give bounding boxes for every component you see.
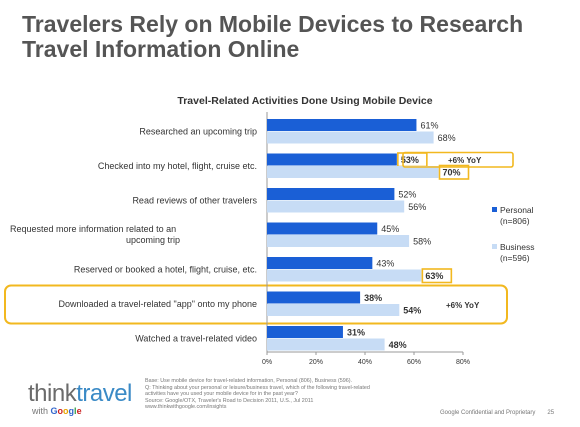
label-highlight-box [421, 268, 453, 284]
legend-label: (n=596) [500, 253, 530, 263]
slide-title: Travelers Rely on Mobile Devices to Rese… [22, 11, 524, 62]
highlight-frame [4, 284, 508, 325]
value-label: 45% [381, 224, 399, 234]
legend-swatch [492, 207, 497, 212]
bar-business [267, 235, 410, 247]
thinktravel-logo: thinktravel with Google [28, 380, 132, 416]
source-line: Base: Use mobile device for travel-relat… [145, 378, 353, 384]
x-tick-label: 80% [456, 359, 470, 366]
value-label: 56% [408, 202, 426, 212]
bar-business [267, 200, 405, 213]
bar-personal [267, 188, 395, 200]
legend-label: Business [500, 242, 535, 252]
page-number: 25 [547, 410, 555, 416]
x-tick-label: 40% [358, 359, 372, 366]
bar-business [267, 269, 422, 282]
source-line: www.thinkwithgoogle.com/insights [145, 404, 227, 411]
value-label: 54% [403, 306, 421, 316]
legend-swatch [492, 244, 497, 249]
logo-google: Google [50, 406, 82, 416]
category-label: Researched an upcoming trip [139, 127, 257, 137]
category-label: Checked into my hotel, flight, cruise et… [98, 161, 257, 171]
x-tick-label: 0% [262, 359, 272, 366]
x-tick-label: 60% [407, 359, 421, 366]
bar-personal [267, 291, 361, 304]
logo-travel: travel [76, 380, 132, 407]
value-label: 58% [413, 237, 431, 247]
category-label: Read reviews of other travelers [132, 196, 257, 206]
value-label: 31% [347, 328, 365, 338]
source-line: activities have you used your mobile dev… [145, 391, 298, 398]
bar-business [267, 304, 400, 316]
logo-with-google: with Google [32, 406, 82, 416]
value-label: 63% [425, 271, 443, 281]
value-label: 38% [364, 293, 382, 303]
bar-business [267, 166, 439, 178]
label-highlight-box [438, 164, 470, 180]
legend-label: (n=806) [500, 216, 530, 226]
value-label: 52% [398, 190, 416, 200]
source-line: Source: Google/OTX, Traveler's Road to D… [145, 397, 314, 404]
category-label: Watched a travel-related video [135, 334, 257, 344]
value-label: 68% [438, 133, 456, 143]
category-label: Reserved or booked a hotel, flight, crui… [74, 265, 257, 275]
footer: Google Confidential and Proprietary 25 [440, 410, 554, 416]
bar-personal [267, 119, 417, 131]
chart-title: Travel-Related Activities Done Using Mob… [177, 95, 433, 107]
yoy-annotation: +6% YoY [448, 156, 482, 165]
bar-personal [267, 153, 397, 166]
bar-business [267, 131, 434, 144]
source-line: Q: Thinking about your personal or leisu… [145, 384, 370, 391]
value-label: 43% [376, 259, 394, 269]
logo-with: with [32, 406, 49, 416]
bar-personal [267, 222, 378, 235]
value-label: 53% [401, 155, 419, 165]
value-label: 61% [420, 121, 438, 131]
source-note: Base: Use mobile device for travel-relat… [145, 378, 425, 411]
value-label: 48% [389, 340, 407, 350]
bar-business [267, 338, 385, 351]
bar-personal [267, 326, 343, 338]
bar-personal [267, 257, 373, 269]
logo-think: think [28, 380, 77, 407]
value-label: 70% [443, 168, 461, 178]
legend-label: Personal [500, 205, 534, 215]
x-tick-label: 20% [309, 359, 323, 366]
yoy-highlight-box [402, 151, 514, 168]
yoy-annotation: +6% YoY [446, 301, 480, 310]
category-label: Downloaded a travel-related "app" onto m… [58, 299, 257, 309]
footer-text: Google Confidential and Proprietary [440, 410, 536, 416]
category-label: Requested more information related to an… [10, 224, 180, 245]
